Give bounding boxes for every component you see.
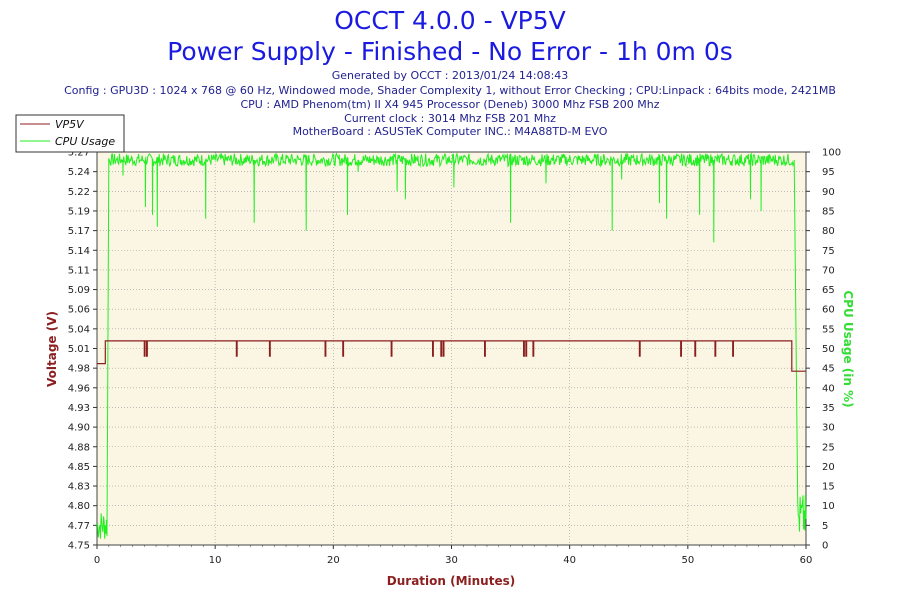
y-tick-label: 5.04	[68, 324, 90, 335]
x-tick-label: 10	[209, 555, 222, 566]
x-tick-label: 20	[327, 555, 340, 566]
y2-tick-label: 45	[822, 364, 835, 375]
chart-subtitle: Power Supply - Finished - No Error - 1h …	[167, 37, 733, 66]
series-line-vp5v	[97, 340, 806, 372]
y2-tick-label: 20	[822, 462, 835, 473]
y2-tick-label: 0	[822, 541, 828, 552]
y-tick-label: 4.98	[68, 364, 90, 375]
x-tick-label: 60	[800, 555, 813, 566]
y-tick-label: 4.90	[68, 423, 90, 434]
y-tick-label: 5.27	[68, 148, 90, 159]
info-line-cpu: CPU : AMD Phenom(tm) II X4 945 Processor…	[240, 98, 659, 111]
series-layer	[96, 152, 807, 539]
info-line-motherboard: MotherBoard : ASUSTeK Computer INC.: M4A…	[293, 125, 608, 138]
plot-frame	[96, 151, 807, 546]
y2-tick-label: 70	[822, 265, 835, 276]
axes: 4.75 0 4.77 5 4.80 10 4.83 15 4.85 20 4.88 25 4.90 30…	[68, 148, 841, 567]
y-tick-label: 4.88	[68, 442, 90, 453]
y-tick-label: 4.85	[68, 462, 90, 473]
y-axis-label-left: Voltage (V)	[45, 311, 59, 387]
x-tick-label: 30	[445, 555, 458, 566]
legend: VP5V CPU Usage	[15, 114, 125, 153]
y-tick-label: 4.77	[68, 521, 90, 532]
legend-label-cpu-usage: CPU Usage	[55, 135, 115, 148]
y2-tick-label: 25	[822, 442, 835, 453]
chart-title: OCCT 4.0.0 - VP5V	[334, 6, 566, 35]
y2-tick-label: 75	[822, 246, 835, 257]
y-tick-label: 5.09	[68, 285, 90, 296]
info-line-generated: Generated by OCCT : 2013/01/24 14:08:43	[332, 69, 569, 82]
grid	[97, 152, 806, 545]
legend-box	[15, 114, 125, 153]
y-tick-label: 5.19	[68, 206, 90, 217]
y2-tick-label: 50	[822, 344, 835, 355]
y2-tick-label: 60	[822, 305, 835, 316]
y2-tick-label: 85	[822, 206, 835, 217]
y-tick-label: 5.01	[68, 344, 90, 355]
y2-tick-label: 40	[822, 383, 835, 394]
y-tick-label: 4.80	[68, 501, 90, 512]
y-tick-label: 5.14	[68, 246, 90, 257]
y-tick-label: 5.06	[68, 305, 90, 316]
x-tick-label: 40	[563, 555, 576, 566]
y-tick-label: 5.11	[68, 265, 90, 276]
y2-tick-label: 80	[822, 226, 835, 237]
series-line-cpu-usage	[96, 152, 807, 539]
y2-tick-label: 30	[822, 423, 835, 434]
x-axis-label: Duration (Minutes)	[387, 574, 515, 588]
legend-label-vp5v: VP5V	[55, 118, 85, 131]
y2-tick-label: 100	[822, 148, 841, 159]
y-tick-label: 5.17	[68, 226, 90, 237]
y-tick-label: 5.22	[68, 187, 90, 198]
y-tick-label: 4.96	[68, 383, 90, 394]
x-tick-label: 50	[681, 555, 694, 566]
y2-tick-label: 65	[822, 285, 835, 296]
y-axis-label-right: CPU Usage (in %)	[841, 290, 855, 407]
y-tick-label: 4.83	[68, 482, 90, 493]
x-tick-label: 0	[94, 555, 100, 566]
info-line-config: Config : GPU3D : 1024 x 768 @ 60 Hz, Win…	[64, 84, 836, 97]
y2-tick-label: 95	[822, 167, 835, 178]
y-tick-label: 4.93	[68, 403, 90, 414]
y2-tick-label: 15	[822, 482, 835, 493]
y2-tick-label: 5	[822, 521, 828, 532]
y2-tick-label: 90	[822, 187, 835, 198]
y2-tick-label: 10	[822, 501, 835, 512]
info-line-clock: Current clock : 3014 Mhz FSB 201 Mhz	[344, 112, 556, 125]
y2-tick-label: 35	[822, 403, 835, 414]
y-tick-label: 5.24	[68, 167, 90, 178]
y2-tick-label: 55	[822, 324, 835, 335]
y-tick-label: 4.75	[68, 541, 90, 552]
